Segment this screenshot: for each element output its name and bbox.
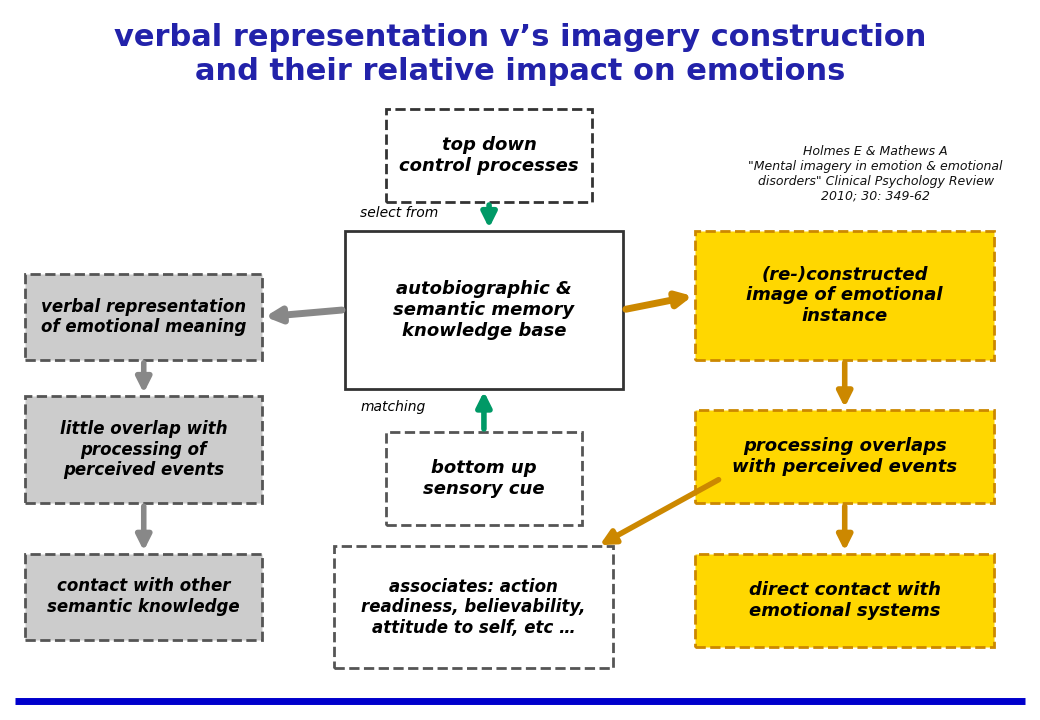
FancyBboxPatch shape — [386, 432, 581, 525]
Text: verbal representation
of emotional meaning: verbal representation of emotional meani… — [41, 297, 246, 336]
Text: Holmes E & Mathews A
"Mental imagery in emotion & emotional
disorders" Clinical : Holmes E & Mathews A "Mental imagery in … — [749, 145, 1003, 203]
Text: verbal representation v’s imagery construction
and their relative impact on emot: verbal representation v’s imagery constr… — [113, 23, 927, 86]
FancyBboxPatch shape — [386, 109, 592, 202]
FancyBboxPatch shape — [25, 274, 262, 360]
FancyBboxPatch shape — [696, 410, 994, 503]
Text: little overlap with
processing of
perceived events: little overlap with processing of percei… — [60, 420, 228, 480]
Text: contact with other
semantic knowledge: contact with other semantic knowledge — [48, 577, 240, 616]
FancyBboxPatch shape — [335, 546, 613, 668]
FancyBboxPatch shape — [696, 231, 994, 360]
Text: direct contact with
emotional systems: direct contact with emotional systems — [749, 581, 941, 620]
Text: top down
control processes: top down control processes — [399, 136, 579, 175]
Text: (re-)constructed
image of emotional
instance: (re-)constructed image of emotional inst… — [747, 266, 943, 325]
FancyBboxPatch shape — [696, 554, 994, 647]
Text: select from: select from — [360, 206, 439, 220]
Text: autobiographic &
semantic memory
knowledge base: autobiographic & semantic memory knowled… — [393, 280, 574, 340]
Text: processing overlaps
with perceived events: processing overlaps with perceived event… — [732, 438, 957, 476]
Text: associates: action
readiness, believability,
attitude to self, etc …: associates: action readiness, believabil… — [361, 577, 586, 637]
Text: matching: matching — [360, 400, 425, 413]
FancyBboxPatch shape — [344, 231, 623, 389]
Text: bottom up
sensory cue: bottom up sensory cue — [423, 459, 545, 498]
FancyBboxPatch shape — [25, 554, 262, 639]
FancyBboxPatch shape — [25, 396, 262, 503]
